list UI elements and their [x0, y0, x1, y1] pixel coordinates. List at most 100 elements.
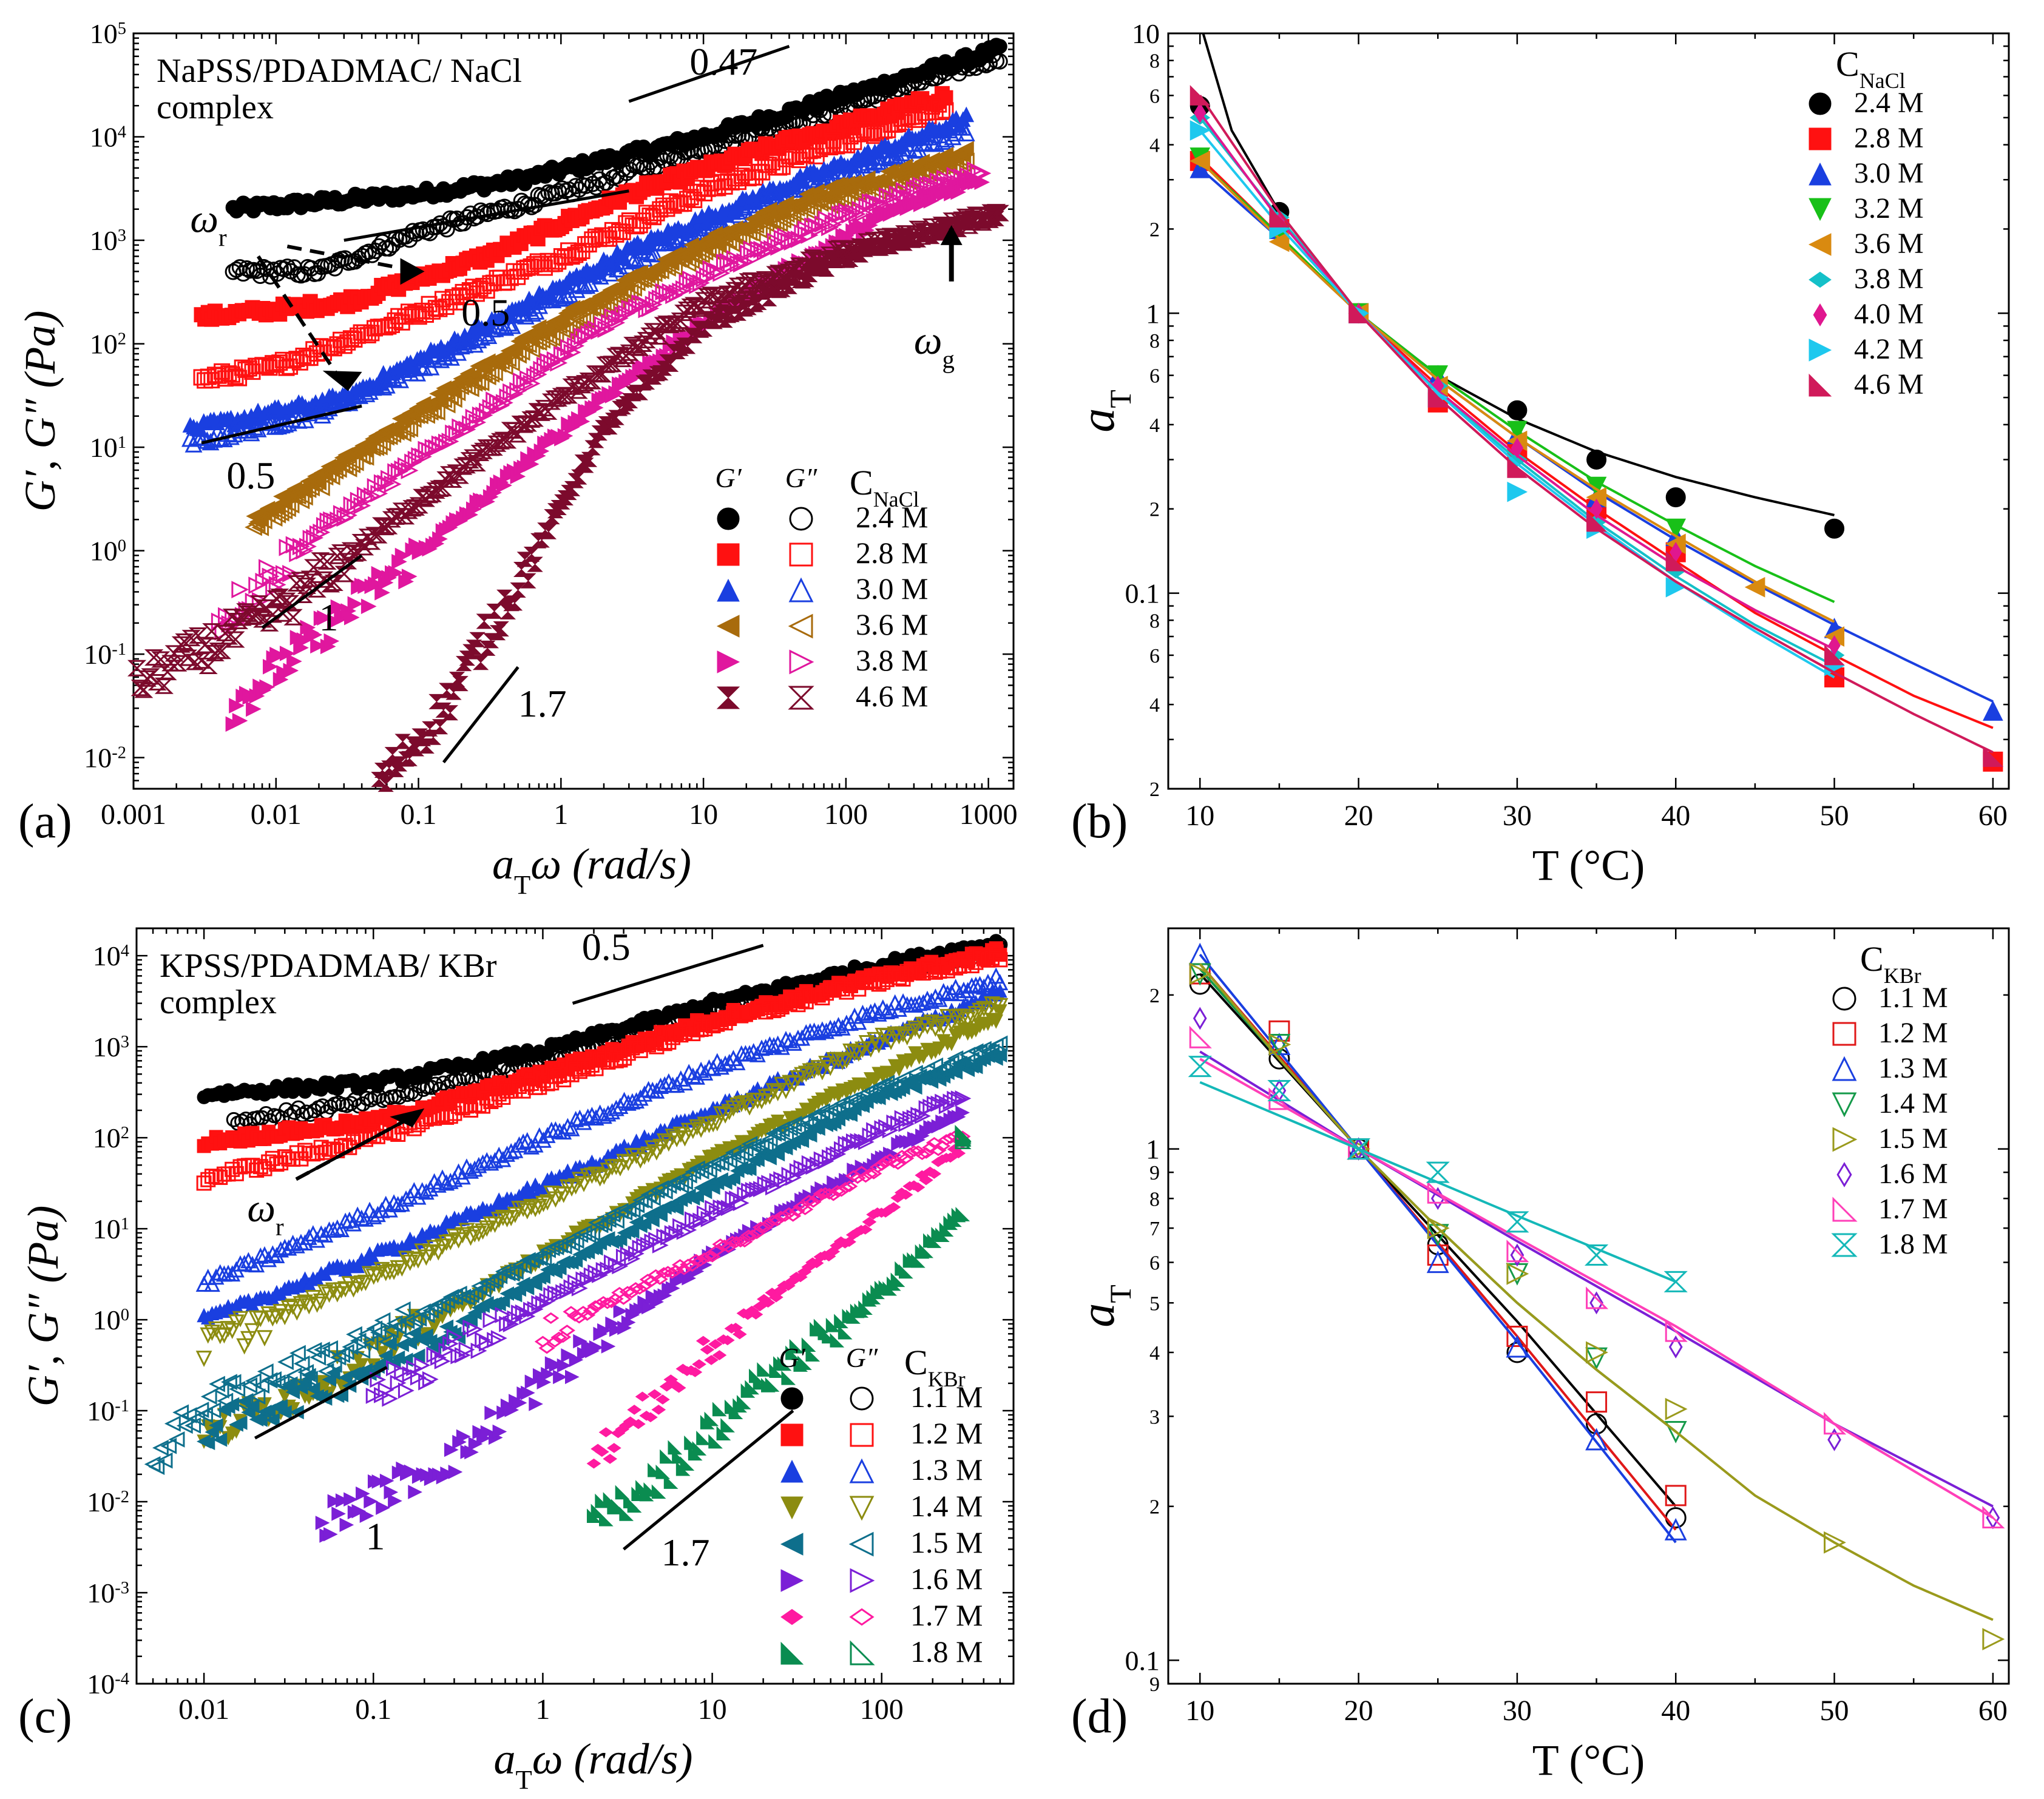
gdoubleprime-point: [862, 155, 881, 174]
gdoubleprime-point: [300, 1298, 317, 1315]
data-point: [1507, 420, 1528, 442]
gdoubleprime-point: [876, 147, 894, 166]
gdoubleprime-point: [224, 1323, 241, 1340]
gdoubleprime-point: [475, 364, 493, 382]
gprime-point: [993, 983, 1007, 998]
y-tick-label-minor: 8: [1149, 610, 1160, 632]
gdoubleprime-point: [226, 631, 245, 648]
gdoubleprime-point: [543, 1186, 560, 1202]
y-axis-label-group: G′, G″ (Pa): [16, 311, 64, 512]
gdoubleprime-point: [377, 1264, 394, 1281]
gdoubleprime-point: [753, 223, 771, 241]
gdoubleprime-point: [770, 1085, 787, 1102]
gdoubleprime-point: [323, 391, 342, 410]
gdoubleprime-point: [306, 1103, 322, 1119]
series-4.6-M: [127, 204, 1009, 792]
gdoubleprime-point: [384, 475, 402, 493]
gdoubleprime-point: [328, 547, 347, 564]
legend-marker: [1809, 339, 1832, 362]
x-axis-label: T (°C): [1532, 841, 1645, 889]
gdoubleprime-point: [828, 190, 846, 208]
gdoubleprime-point: [468, 373, 486, 391]
plot-frame: [135, 927, 1015, 1685]
gdoubleprime-point: [453, 458, 473, 475]
gdoubleprime-point: [535, 1195, 552, 1212]
y-tick-label: 102: [90, 329, 126, 360]
gdoubleprime-point: [427, 403, 445, 421]
y-tick-label: 105: [90, 18, 126, 49]
y-tick-label: 10-1: [84, 639, 126, 670]
gdoubleprime-point: [282, 496, 300, 514]
legend-header-gprime: G′: [715, 462, 742, 493]
gdoubleprime-point: [246, 607, 266, 624]
gdoubleprime-point: [621, 283, 639, 302]
omega-r-label: ωr: [190, 197, 227, 252]
gdoubleprime-point: [336, 509, 354, 527]
panel-title-line: complex: [160, 984, 277, 1021]
gdoubleprime-point: [912, 964, 927, 979]
gdoubleprime-point: [333, 1221, 350, 1238]
gdoubleprime-point: [252, 1311, 269, 1328]
gdoubleprime-point: [276, 260, 293, 277]
gprime-point: [989, 1014, 1004, 1029]
gdoubleprime-point: [666, 231, 684, 249]
x-tick-label: 40: [1661, 800, 1690, 832]
gdoubleprime-point: [325, 1141, 341, 1157]
y-tick-label: 100: [90, 536, 126, 567]
gdoubleprime-point: [426, 1240, 443, 1257]
gdoubleprime-point: [483, 1093, 499, 1109]
gdoubleprime-point: [519, 196, 536, 213]
x-tick-label: 30: [1503, 800, 1532, 832]
gdoubleprime-point: [939, 963, 955, 979]
gdoubleprime-point: [956, 958, 972, 974]
gdoubleprime-point: [685, 1026, 701, 1042]
gdoubleprime-point: [502, 354, 520, 372]
gdoubleprime-point: [287, 575, 306, 592]
gdoubleprime-point: [721, 1053, 738, 1070]
data-point: [1507, 457, 1528, 478]
gdoubleprime-point: [439, 344, 457, 362]
gdoubleprime-point: [540, 288, 558, 306]
panel-a: 0.001 0.01 0.1 1 10 100 1000 10-2 10-1 100 101 102 1…: [16, 18, 1018, 900]
gdoubleprime-point: [794, 993, 810, 1008]
x-tick-label: 1: [535, 1693, 550, 1726]
gdoubleprime-point: [422, 1109, 438, 1125]
gdoubleprime-point: [852, 156, 870, 174]
gdoubleprime-point: [653, 1035, 669, 1050]
gdoubleprime-point: [523, 1138, 540, 1155]
gdoubleprime-point: [580, 1108, 597, 1125]
gdoubleprime-point: [571, 1172, 588, 1189]
gdoubleprime-point: [430, 1109, 446, 1124]
gdoubleprime-point: [778, 994, 794, 1010]
gdoubleprime-point: [625, 250, 643, 268]
gdoubleprime-point: [411, 1078, 427, 1094]
gdoubleprime-point: [562, 378, 581, 395]
gdoubleprime-point: [317, 1144, 333, 1160]
gdoubleprime-point: [272, 1304, 289, 1320]
gdoubleprime-point: [568, 1061, 584, 1077]
gdoubleprime-point: [774, 999, 790, 1015]
series-1.1-M: [197, 934, 1008, 1132]
gdoubleprime-point: [144, 649, 164, 666]
gdoubleprime-point: [279, 258, 296, 275]
gdoubleprime-point: [785, 1035, 802, 1051]
gdoubleprime-point: [631, 271, 649, 289]
y-tick-label-minor: 8: [1149, 50, 1160, 73]
data-point: [1983, 700, 2003, 721]
data-point: [1665, 550, 1687, 572]
gdoubleprime-point: [794, 1067, 811, 1084]
gdoubleprime-point: [646, 245, 663, 263]
data-point: [1194, 103, 1206, 123]
gdoubleprime-point: [647, 323, 666, 340]
y-tick-label: 104: [90, 122, 126, 153]
gdoubleprime-point: [600, 1105, 617, 1122]
gdoubleprime-point: [843, 977, 859, 993]
gdoubleprime-point: [248, 1256, 265, 1273]
gdoubleprime-point: [499, 1210, 515, 1227]
gdoubleprime-point: [238, 1112, 254, 1127]
gdoubleprime-point: [641, 1037, 657, 1053]
x-tick-label: 100: [824, 798, 868, 831]
gdoubleprime-point: [212, 1169, 228, 1185]
y-tick-label-minor: 6: [1149, 365, 1160, 388]
gdoubleprime-point: [523, 1076, 539, 1092]
